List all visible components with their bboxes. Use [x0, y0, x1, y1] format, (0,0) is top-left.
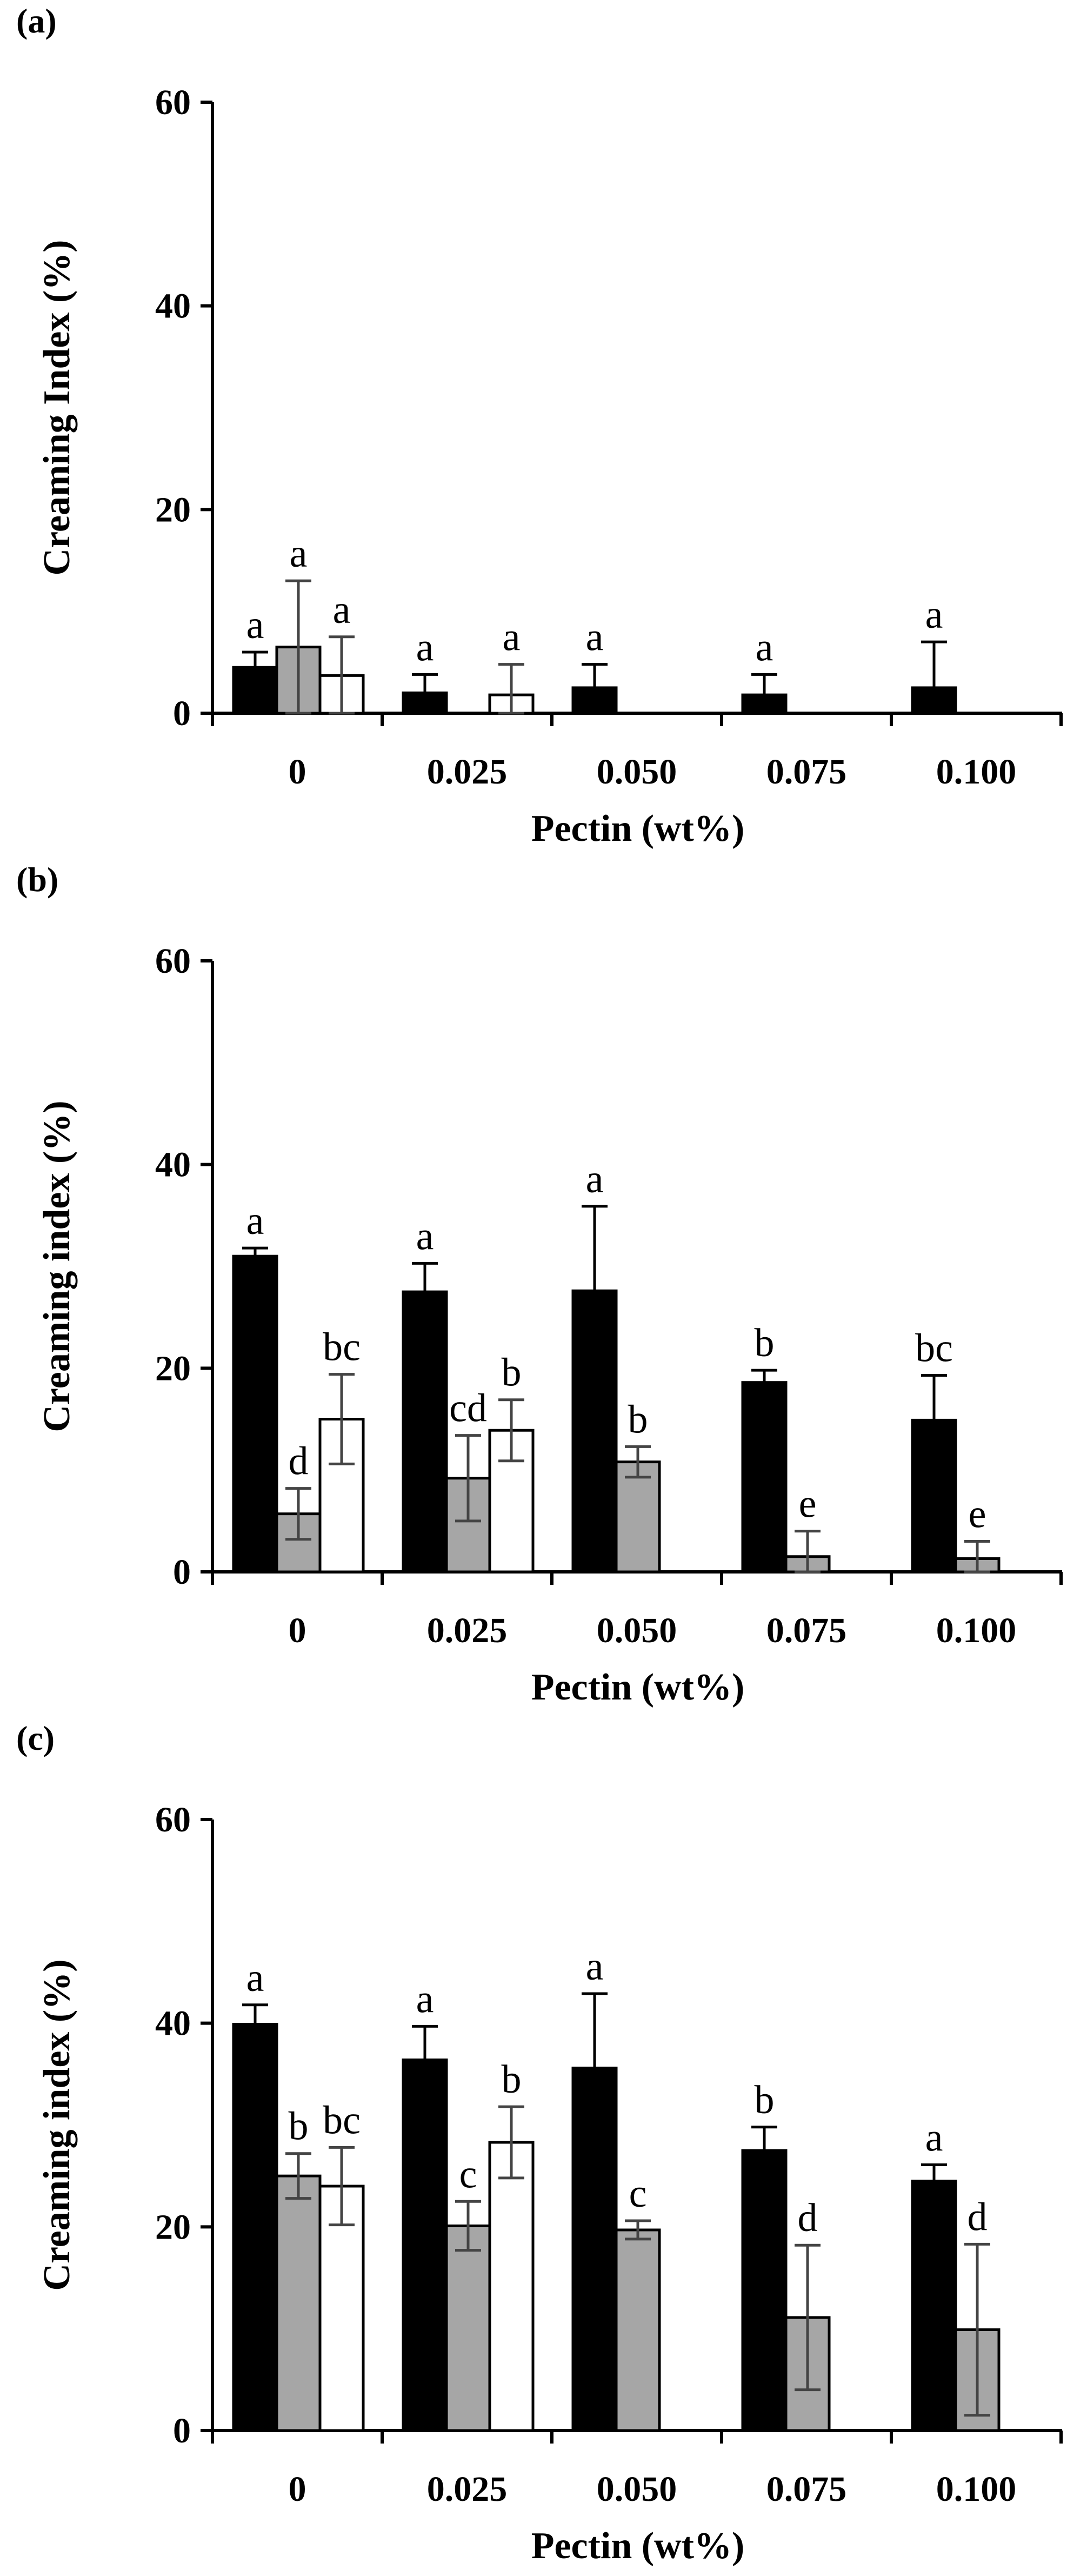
significance-letter: b [502, 2057, 522, 2102]
significance-letter: a [290, 532, 308, 576]
bar-black [402, 2058, 448, 2432]
y-tick-label: 40 [155, 287, 191, 326]
significance-letter: b [289, 2104, 309, 2149]
x-axis-title: Pectin (wt%) [531, 808, 745, 849]
bar-black [741, 1381, 788, 1574]
y-tick-label: 0 [173, 694, 191, 733]
y-tick-label: 40 [155, 1145, 191, 1185]
bar-black [232, 1254, 278, 1574]
y-tick-label: 60 [155, 1800, 191, 1840]
x-tick-label: 0.100 [936, 752, 1017, 792]
x-tick-label: 0 [289, 752, 306, 792]
chart-b-svg: (b) 0 20 40 60 0 0.025 0.050 0.075 0.100 Pectin (w… [16, 860, 1063, 1708]
significance-letter: a [416, 625, 434, 669]
x-tick-label: 0.075 [766, 1611, 847, 1650]
bar-black [402, 1290, 448, 1574]
bar-black [911, 2180, 957, 2432]
x-tick-label: 0.050 [597, 752, 677, 792]
significance-letter: bc [323, 1325, 361, 1370]
x-tick-label: 0.050 [597, 1611, 677, 1650]
x-tick-label: 0.100 [936, 2469, 1017, 2509]
y-axis-title: Creaming index (%) [36, 1959, 78, 2290]
panel-label: (c) [16, 1719, 55, 1757]
chart-panel-a: (a) 0 20 40 60 0 0.025 0.050 0.075 0.100 Pectin (w… [0, 0, 1087, 859]
y-tick-label: 0 [173, 2411, 191, 2451]
x-axis-title: Pectin (wt%) [531, 2525, 745, 2567]
x-tick-label: 0.100 [936, 1611, 1017, 1650]
significance-letter: c [459, 2152, 477, 2196]
bar-black [741, 2149, 788, 2432]
x-tick-label: 0.050 [597, 2469, 677, 2509]
significance-letter: e [969, 1492, 986, 1537]
chart-panel-c: (c) 0 20 40 60 0 0.025 0.050 0.075 0.100 Pectin (w… [0, 1717, 1087, 2576]
x-tick-label: 0.025 [427, 2469, 508, 2509]
significance-letter: a [503, 615, 521, 660]
significance-letter: a [246, 1956, 264, 2000]
significance-letter: a [333, 588, 351, 632]
y-tick-label: 20 [155, 490, 191, 529]
significance-letter: bc [323, 2098, 361, 2142]
significance-letter: a [246, 603, 264, 647]
significance-letter: a [416, 1214, 434, 1258]
bar-white [318, 2185, 365, 2432]
significance-letter: d [968, 2195, 988, 2239]
bar-white [488, 2141, 535, 2432]
x-tick-label: 0.075 [766, 752, 847, 792]
y-tick-label: 60 [155, 941, 191, 981]
significance-letter: b [755, 1321, 775, 1365]
x-tick-label: 0 [289, 1611, 306, 1650]
y-tick-label: 20 [155, 1349, 191, 1388]
x-tick-label: 0 [289, 2469, 306, 2509]
significance-letter: cd [449, 1386, 487, 1431]
significance-letter: e [799, 1482, 817, 1526]
significance-letter: a [586, 615, 604, 660]
bar-gray [275, 2174, 322, 2432]
y-tick-label: 40 [155, 2004, 191, 2043]
significance-letter: b [755, 2078, 775, 2122]
chart-c-svg: (c) 0 20 40 60 0 0.025 0.050 0.075 0.100 Pectin (w… [16, 1719, 1063, 2567]
significance-letter: a [756, 625, 773, 669]
y-tick-label: 20 [155, 2207, 191, 2247]
significance-letter: a [586, 1157, 604, 1201]
x-tick-label: 0.075 [766, 2469, 847, 2509]
significance-letter: d [289, 1439, 309, 1484]
panel-label: (a) [16, 2, 57, 40]
y-axis-title: Creaming Index (%) [36, 240, 78, 576]
significance-letter: b [628, 1397, 648, 1442]
x-tick-label: 0.025 [427, 752, 508, 792]
significance-letter: bc [915, 1326, 953, 1371]
bar-black [232, 2023, 278, 2432]
y-axis-title: Creaming index (%) [36, 1100, 78, 1432]
significance-letter: b [502, 1351, 522, 1395]
chart-panel-b: (b) 0 20 40 60 0 0.025 0.050 0.075 0.100 Pectin (w… [0, 859, 1087, 1717]
panel-label: (b) [16, 860, 58, 899]
significance-letter: d [798, 2196, 818, 2240]
significance-letter: a [586, 1944, 604, 1989]
significance-letter: a [416, 1977, 434, 2021]
bar-gray [615, 2228, 661, 2432]
significance-letter: a [925, 593, 943, 637]
significance-letter: c [629, 2172, 647, 2216]
bar-gray [445, 2224, 491, 2432]
y-tick-label: 60 [155, 83, 191, 122]
y-tick-label: 0 [173, 1552, 191, 1592]
significance-letter: a [925, 2115, 943, 2160]
chart-a-svg: (a) 0 20 40 60 0 0.025 0.050 0.075 0.100 Pectin (w… [16, 2, 1063, 849]
x-axis-title: Pectin (wt%) [531, 1667, 745, 1708]
x-tick-label: 0.025 [427, 1611, 508, 1650]
significance-letter: a [246, 1199, 264, 1243]
